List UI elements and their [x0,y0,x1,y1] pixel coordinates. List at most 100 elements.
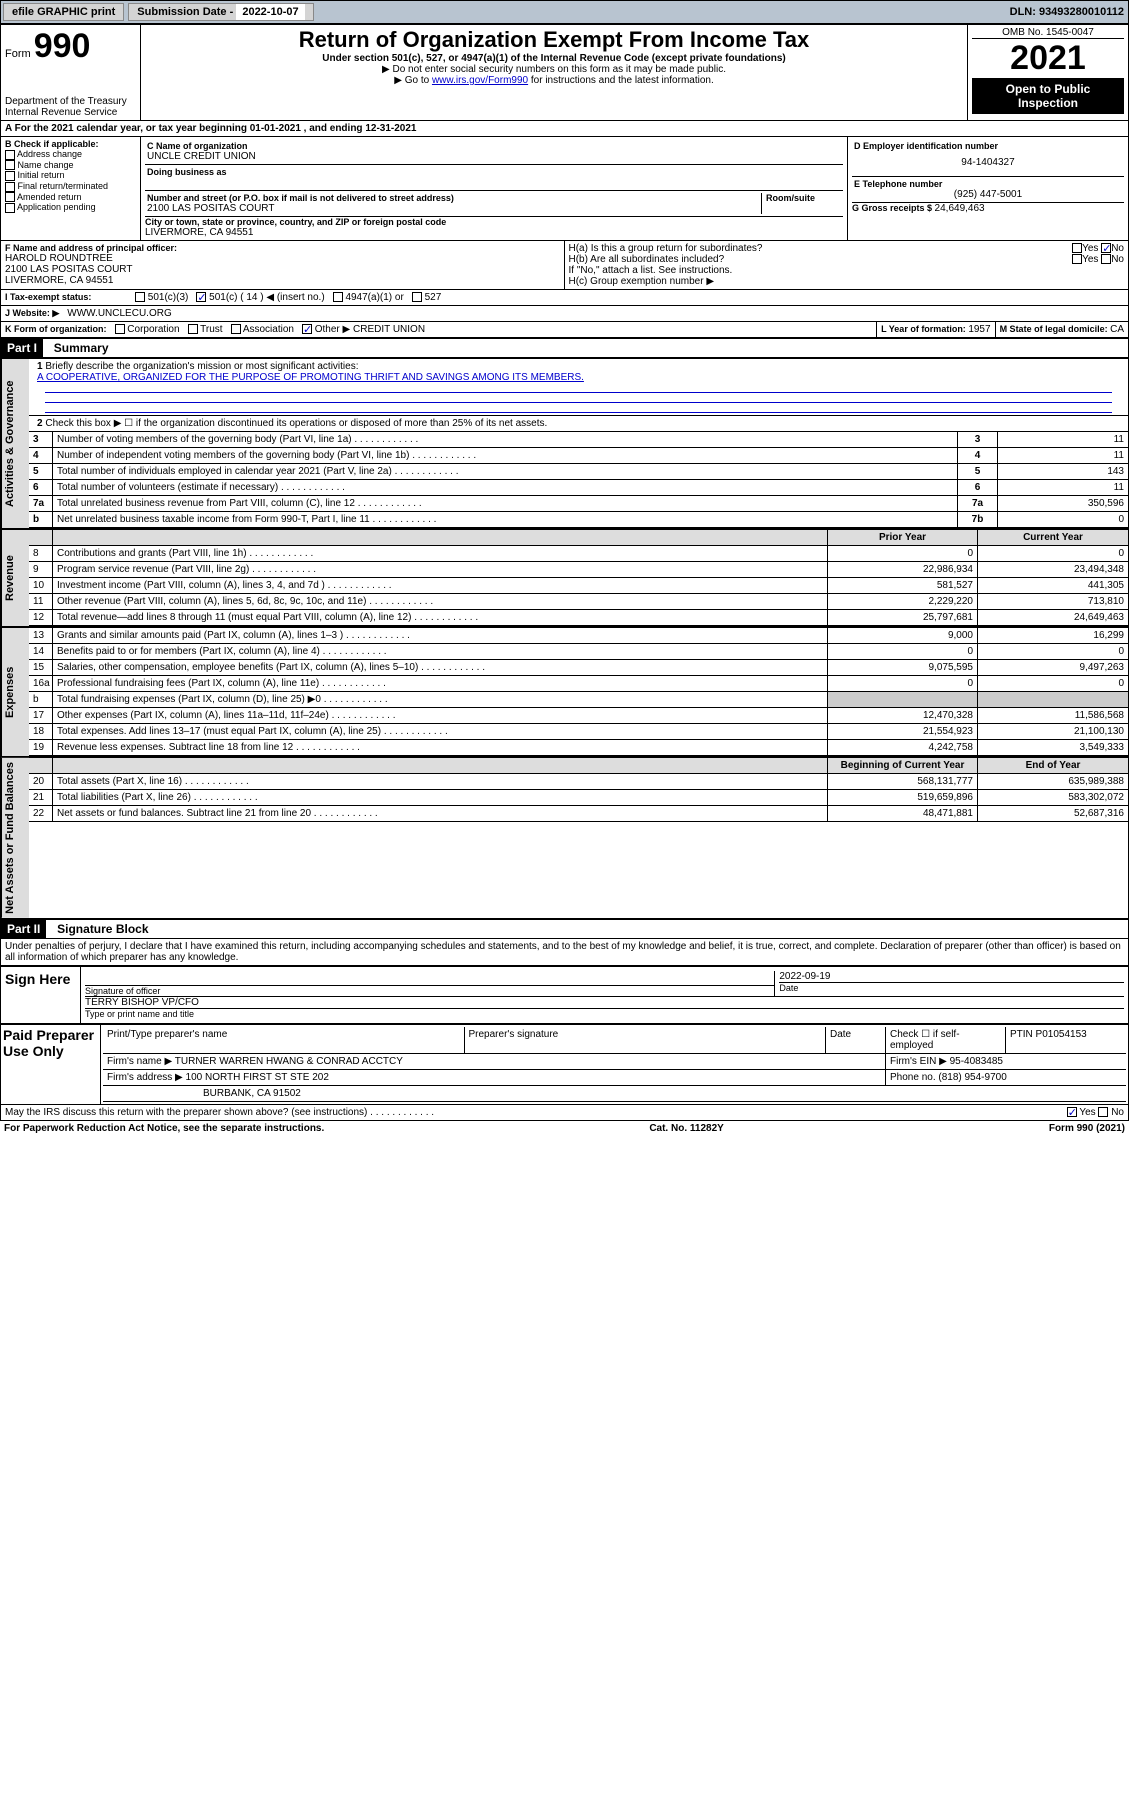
k-trust[interactable]: Trust [200,324,222,335]
sub3-pre: ▶ Go to [394,75,432,86]
cb-initial[interactable]: Initial return [5,170,136,181]
vtab-assets: Net Assets or Fund Balances [1,758,29,918]
sig-date-label: Date [779,982,1124,993]
dba-label: Doing business as [147,167,841,177]
sig-date: 2022-09-19 [779,971,1124,982]
subdate-button[interactable]: Submission Date - 2022-10-07 [128,3,313,21]
rev-line-10: 10Investment income (Part VIII, column (… [29,578,1128,594]
may-yes[interactable]: Yes [1079,1107,1095,1118]
signer-name: TERRY BISHOP VP/CFO [85,997,1124,1008]
section-a: A For the 2021 calendar year, or tax yea… [1,121,1128,136]
room-label: Room/suite [766,193,841,203]
firm-addr: 100 NORTH FIRST ST STE 202 [186,1072,329,1083]
officer-addr1: 2100 LAS POSITAS COURT [5,264,560,275]
cb-final[interactable]: Final return/terminated [5,181,136,192]
mission-text: A COOPERATIVE, ORGANIZED FOR THE PURPOSE… [37,372,584,383]
exp-line-17: 17Other expenses (Part IX, column (A), l… [29,708,1128,724]
part1-title: Summary [46,341,109,355]
asset-line-22: 22Net assets or fund balances. Subtract … [29,806,1128,822]
check-b-label: B Check if applicable: [5,139,136,149]
hc-label: H(c) Group exemption number ▶ [569,276,1125,287]
begin-year-hdr: Beginning of Current Year [828,758,978,773]
j-label: J Website: ▶ [1,306,63,321]
i-501c[interactable]: 501(c) ( 14 ) ◀ (insert no.) [209,292,325,303]
sign-here-label: Sign Here [1,967,81,1023]
k-other[interactable]: Other ▶ [315,324,350,335]
subdate-value: 2022-10-07 [236,4,304,20]
footer-a: For Paperwork Reduction Act Notice, see … [4,1123,324,1134]
cb-address[interactable]: Address change [5,149,136,160]
summary-governance: Activities & Governance 1 Briefly descri… [0,358,1129,529]
subtitle-3: ▶ Go to www.irs.gov/Form990 for instruct… [145,75,963,86]
dln: DLN: 93493280010112 [1010,6,1128,18]
h-block: H(a) Is this a group return for subordin… [565,241,1129,289]
firm-ein: Firm's EIN ▶ 95-4083485 [886,1054,1126,1069]
l-label: L Year of formation: [881,324,968,334]
k-corp[interactable]: Corporation [127,324,179,335]
sub3-post: for instructions and the latest informat… [531,75,714,86]
ein-value: 94-1404327 [854,151,1122,174]
omb-number: OMB No. 1545-0047 [972,27,1124,39]
gov-line-4: 4Number of independent voting members of… [29,448,1128,464]
hb-label: H(b) Are all subordinates included? [569,254,725,265]
i-label: I Tax-exempt status: [1,290,131,305]
cb-pending[interactable]: Application pending [5,202,136,213]
ein-label: D Employer identification number [854,141,1122,151]
vtab-governance: Activities & Governance [1,359,29,528]
right-column: D Employer identification number 94-1404… [848,137,1128,240]
section-b-grid: B Check if applicable: Address change Na… [0,137,1129,241]
exp-line-14: 14Benefits paid to or for members (Part … [29,644,1128,660]
hb-yes[interactable]: Yes [1082,254,1098,265]
exp-line-15: 15Salaries, other compensation, employee… [29,660,1128,676]
declaration: Under penalties of perjury, I declare th… [0,939,1129,966]
end-year-hdr: End of Year [978,758,1128,773]
city-label: City or town, state or province, country… [145,217,843,227]
ha-yes[interactable]: Yes [1082,243,1098,254]
gross-label: G Gross receipts $ [852,203,935,213]
firm-addr-label: Firm's address ▶ [107,1072,186,1083]
may-discuss-row: May the IRS discuss this return with the… [0,1105,1129,1121]
prior-year-hdr: Prior Year [828,530,978,545]
phone-value: (925) 447-5001 [854,189,1122,200]
subtitle-2: ▶ Do not enter social security numbers o… [145,64,963,75]
c-label: C Name of organization [147,141,841,151]
asset-line-21: 21Total liabilities (Part X, line 26)519… [29,790,1128,806]
firm-phone: Phone no. (818) 954-9700 [886,1070,1126,1085]
f-h-row: F Name and address of principal officer:… [0,241,1129,290]
addr-label: Number and street (or P.O. box if mail i… [147,193,761,203]
form-header: Form 990 Department of the Treasury Inte… [0,24,1129,121]
rev-line-8: 8Contributions and grants (Part VIII, li… [29,546,1128,562]
cb-amended[interactable]: Amended return [5,192,136,203]
sig-officer-label: Signature of officer [85,985,774,996]
i-527[interactable]: 527 [425,292,442,303]
firm-city: BURBANK, CA 91502 [103,1086,1126,1101]
m-label: M State of legal domicile: [1000,324,1111,334]
summary-assets: Net Assets or Fund Balances Beginning of… [0,757,1129,919]
may-no[interactable]: No [1111,1107,1124,1118]
asset-line-20: 20Total assets (Part X, line 16)568,131,… [29,774,1128,790]
part1-header: Part I Summary [0,338,1129,358]
hb-no[interactable]: No [1111,254,1124,265]
efile-button[interactable]: efile GRAPHIC print [3,3,124,21]
check-b-column: B Check if applicable: Address change Na… [1,137,141,240]
cb-name[interactable]: Name change [5,160,136,171]
form-title: Return of Organization Exempt From Incom… [145,27,963,53]
prep-r1-2: Date [826,1027,886,1053]
gov-line-7a: 7aTotal unrelated business revenue from … [29,496,1128,512]
city-value: LIVERMORE, CA 94551 [145,227,843,238]
officer-name: HAROLD ROUNDTREE [5,253,560,264]
i-501c3[interactable]: 501(c)(3) [148,292,189,303]
irs-link[interactable]: www.irs.gov/Form990 [432,75,528,86]
open-inspection: Open to Public Inspection [972,78,1124,114]
tax-year: 2021 [972,39,1124,78]
ha-label: H(a) Is this a group return for subordin… [569,243,763,254]
k-assoc[interactable]: Association [243,324,294,335]
vtab-revenue: Revenue [1,530,29,626]
prep-r1-1: Preparer's signature [465,1027,827,1053]
street-address: 2100 LAS POSITAS COURT [147,203,761,214]
i-4947[interactable]: 4947(a)(1) or [345,292,403,303]
topbar: efile GRAPHIC print Submission Date - 20… [0,0,1129,24]
footer-c: Form 990 (2021) [1049,1123,1125,1134]
firm-name-label: Firm's name ▶ [107,1056,175,1067]
ha-no[interactable]: No [1111,243,1124,254]
